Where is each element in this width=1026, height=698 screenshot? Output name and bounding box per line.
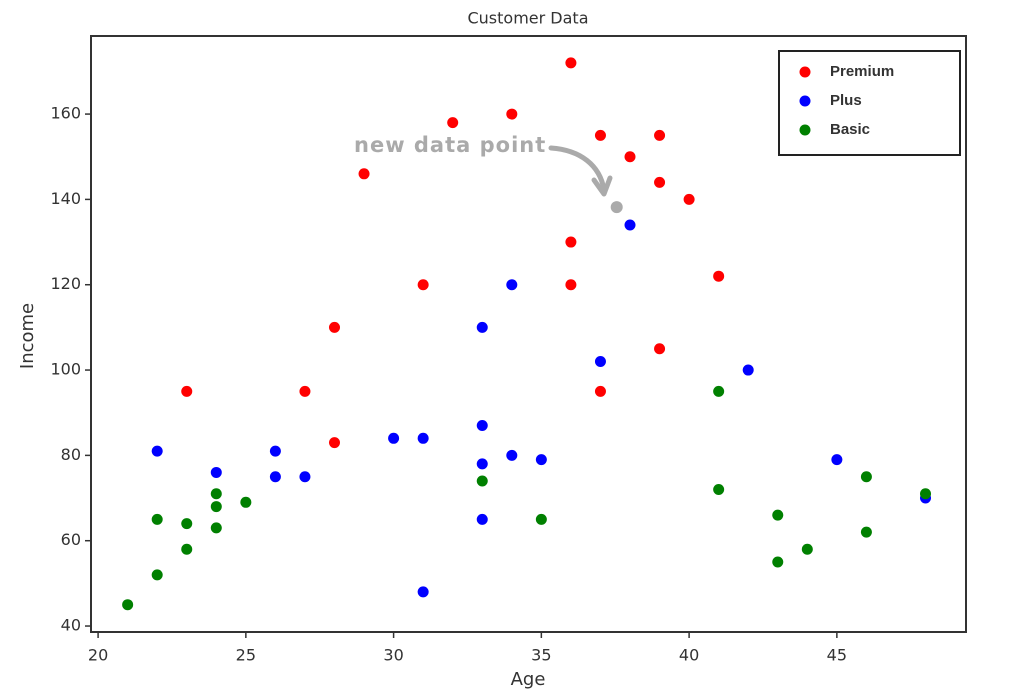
scatter-point: [860, 471, 872, 483]
scatter-point: [535, 513, 547, 525]
scatter-point: [240, 496, 252, 508]
y-tick-label: 40: [61, 616, 81, 635]
scatter-point: [624, 151, 636, 163]
scatter-point: [654, 176, 666, 188]
scatter-point: [535, 454, 547, 466]
scatter-point: [772, 556, 784, 568]
scatter-point: [742, 364, 754, 376]
scatter-point: [713, 270, 725, 282]
scatter-point: [594, 356, 606, 368]
scatter-point: [476, 420, 488, 432]
scatter-point: [210, 501, 222, 513]
scatter-point: [713, 385, 725, 397]
scatter-point: [181, 543, 193, 555]
scatter-point: [831, 454, 843, 466]
scatter-point: [447, 117, 459, 129]
x-tick-label: 45: [827, 646, 847, 665]
scatter-point: [506, 108, 518, 120]
y-tick-label: 120: [50, 274, 81, 293]
chart-title: Customer Data: [467, 9, 588, 28]
legend-marker: [799, 124, 811, 136]
scatter-point: [417, 432, 429, 444]
x-tick-label: 20: [88, 646, 108, 665]
scatter-point: [210, 466, 222, 478]
scatter-point: [654, 343, 666, 355]
scatter-point: [388, 432, 400, 444]
scatter-point: [713, 484, 725, 496]
scatter-point: [860, 526, 872, 538]
scatter-point: [299, 471, 311, 483]
scatter-point: [506, 279, 518, 291]
scatter-point: [210, 488, 222, 500]
x-axis-label: Age: [511, 669, 546, 690]
y-tick-label: 160: [50, 104, 81, 123]
legend-marker: [799, 66, 811, 78]
annotation-arrow: [548, 145, 607, 193]
scatter-point: [181, 518, 193, 530]
y-tick-label: 140: [50, 189, 81, 208]
scatter-point: [328, 321, 340, 333]
y-axis-label: Income: [17, 303, 38, 369]
scatter-point: [476, 475, 488, 487]
scatter-point: [476, 513, 488, 525]
x-tick-label: 30: [383, 646, 403, 665]
annotation-text: new data point: [354, 133, 546, 157]
scatter-point: [417, 279, 429, 291]
legend-label: Plus: [830, 92, 862, 109]
scatter-point: [683, 193, 695, 205]
legend-marker: [799, 95, 811, 107]
y-tick-label: 80: [61, 445, 81, 464]
scatter-point: [299, 385, 311, 397]
y-tick-label: 60: [61, 530, 81, 549]
scatter-point: [772, 509, 784, 521]
scatter-point: [654, 129, 666, 141]
scatter-point: [801, 543, 813, 555]
x-tick-label: 25: [236, 646, 256, 665]
scatter-point: [269, 471, 281, 483]
scatter-point: [358, 168, 370, 180]
scatter-point: [624, 219, 636, 231]
annotation-point: [610, 201, 623, 214]
scatter-point: [151, 569, 163, 581]
scatter-point: [417, 586, 429, 598]
scatter-point: [151, 445, 163, 457]
scatter-point: [210, 522, 222, 534]
scatter-point: [506, 449, 518, 461]
scatter-point: [920, 488, 932, 500]
scatter-point: [565, 57, 577, 69]
scatter-point: [476, 321, 488, 333]
scatter-point: [594, 385, 606, 397]
scatter-point: [565, 236, 577, 248]
legend-label: Basic: [830, 121, 870, 138]
scatter-point: [181, 385, 193, 397]
plot-frame: [90, 35, 967, 633]
scatter-point: [122, 599, 134, 611]
legend-label: Premium: [830, 63, 894, 80]
x-tick-label: 40: [679, 646, 699, 665]
scatter-point: [594, 129, 606, 141]
scatter-point: [151, 513, 163, 525]
scatter-point: [269, 445, 281, 457]
scatter-point: [328, 437, 340, 449]
annotation-arrowhead: [591, 175, 613, 197]
x-tick-label: 35: [531, 646, 551, 665]
y-tick-label: 100: [50, 360, 81, 379]
scatter-point: [476, 458, 488, 470]
scatter-point: [565, 279, 577, 291]
